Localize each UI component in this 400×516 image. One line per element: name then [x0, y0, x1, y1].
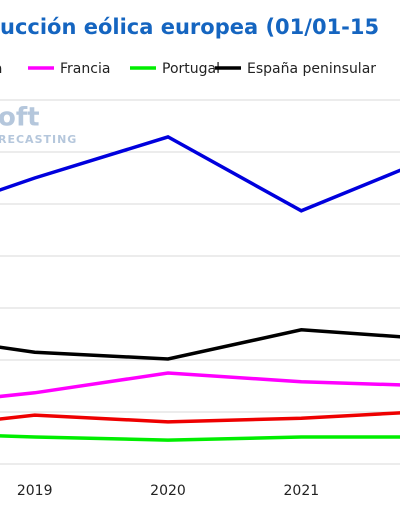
line	[0, 328, 400, 361]
line	[0, 135, 400, 213]
chart-title: ucción eólica europea (01/01-15	[0, 15, 379, 39]
legend-label: Portugal	[162, 61, 220, 77]
line	[0, 371, 400, 399]
watermark: RECASTING	[0, 133, 77, 146]
legend-label: Francia	[60, 61, 110, 77]
legend-label: ia	[0, 61, 2, 77]
x-tick-label: 2021	[284, 483, 320, 499]
watermark: oft	[0, 103, 40, 133]
line	[0, 411, 400, 424]
x-tick-label: 2020	[150, 483, 186, 499]
legend-label: España peninsular	[247, 61, 376, 77]
line	[0, 434, 400, 442]
x-tick-label: 2019	[17, 483, 53, 499]
